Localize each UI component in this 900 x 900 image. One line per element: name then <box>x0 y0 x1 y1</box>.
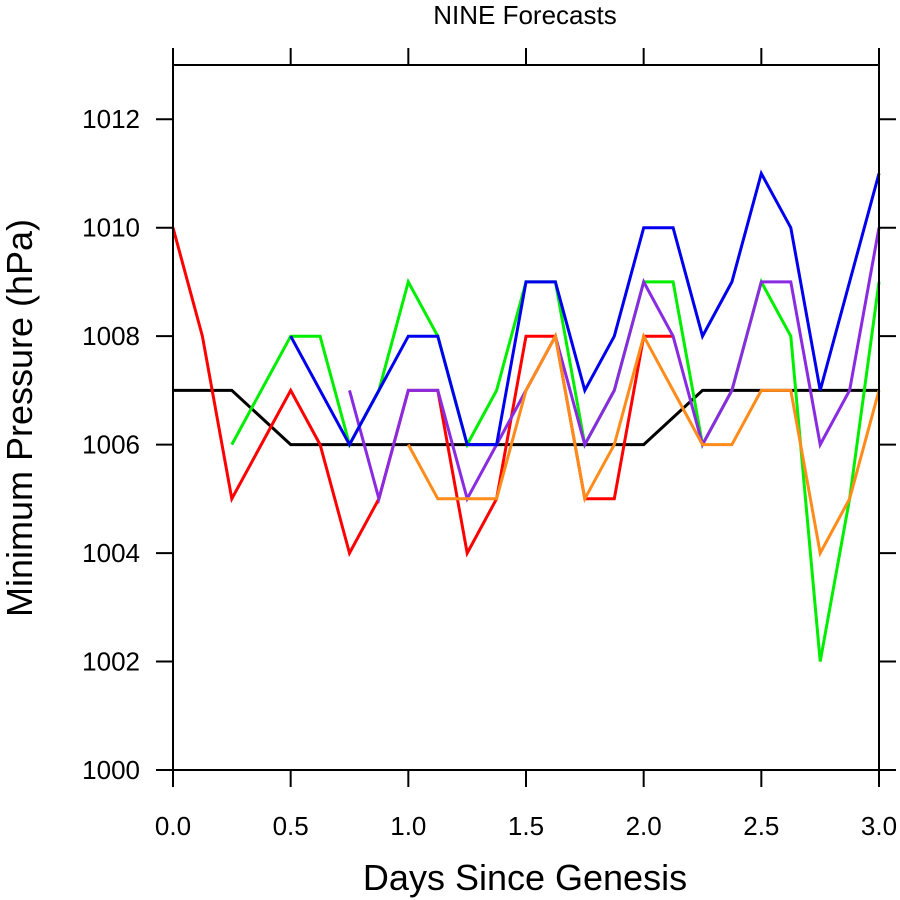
series-line-1 <box>173 388 879 447</box>
series-line-6 <box>289 169 881 448</box>
y-tick-label: 1002 <box>82 647 140 677</box>
x-tick-label: 1.5 <box>508 811 544 841</box>
y-axis-title: Minimum Pressure (hPa) <box>0 219 40 617</box>
y-tick-label: 1006 <box>82 430 140 460</box>
x-tick-label: 3.0 <box>861 811 897 841</box>
x-tick-label: 2.0 <box>626 811 662 841</box>
series-layer <box>171 169 881 662</box>
y-tick-label: 1004 <box>82 538 140 568</box>
axes-layer: 0.0 0.5 1.0 1.5 2.0 2.5 3.0 1000 1002 1004 1006 100… <box>82 48 897 841</box>
x-tick-label: 0.5 <box>273 811 309 841</box>
chart-title: NINE Forecasts <box>433 0 617 30</box>
x-tick-label: 0.0 <box>155 811 191 841</box>
series-line-5 <box>406 331 881 558</box>
x-tick-label: 2.5 <box>743 811 779 841</box>
x-axis-title: Days Since Genesis <box>363 857 687 898</box>
series-line-4 <box>348 227 881 505</box>
x-tick-label: 1.0 <box>390 811 426 841</box>
y-tick-label: 1012 <box>82 104 140 134</box>
y-tick-label: 1000 <box>82 755 140 785</box>
y-tick-label: 1008 <box>82 321 140 351</box>
plot-frame <box>172 64 880 771</box>
y-tick-label: 1010 <box>82 213 140 243</box>
